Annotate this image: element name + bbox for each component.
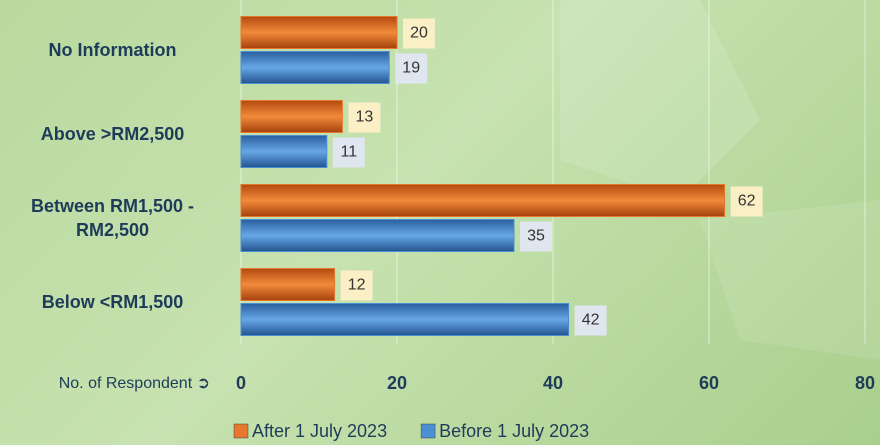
legend-label: Before 1 July 2023: [439, 421, 589, 441]
y-tick-label: No Information: [0, 38, 225, 62]
bar: [241, 52, 389, 84]
x-tick-label: 40: [543, 373, 563, 393]
bar: [241, 17, 397, 49]
y-tick-label: Below <RM1,500: [0, 290, 225, 314]
value-label: 19: [402, 60, 420, 77]
bar: [241, 304, 569, 336]
bar: [241, 185, 725, 217]
value-label: 13: [356, 109, 374, 126]
value-label: 42: [582, 312, 600, 329]
bar: [241, 269, 335, 301]
chart-container: No. of Respondent ➲ 0 20 40 60 80 20 19 13 11 62 3…: [0, 0, 880, 445]
value-label: 35: [527, 228, 545, 245]
axis-title: No. of Respondent ➲: [59, 375, 210, 392]
value-label: 62: [738, 193, 756, 210]
value-label: 20: [410, 25, 428, 42]
x-tick-label: 60: [699, 373, 719, 393]
x-tick-label: 80: [855, 373, 875, 393]
bar: [241, 220, 514, 252]
legend-swatch: [421, 424, 435, 438]
background-shape: [560, 0, 760, 200]
bar: [241, 101, 342, 133]
value-label: 12: [348, 277, 366, 294]
bar: [241, 136, 327, 168]
value-label: 11: [340, 144, 357, 161]
y-tick-label: Above >RM2,500: [0, 122, 225, 146]
x-tick-label: 20: [387, 373, 407, 393]
x-tick-label: 0: [236, 373, 246, 393]
legend-swatch: [234, 424, 248, 438]
y-tick-label: Between RM1,500 - RM2,500: [0, 194, 225, 242]
legend-label: After 1 July 2023: [252, 421, 387, 441]
background-shape: [700, 200, 880, 360]
